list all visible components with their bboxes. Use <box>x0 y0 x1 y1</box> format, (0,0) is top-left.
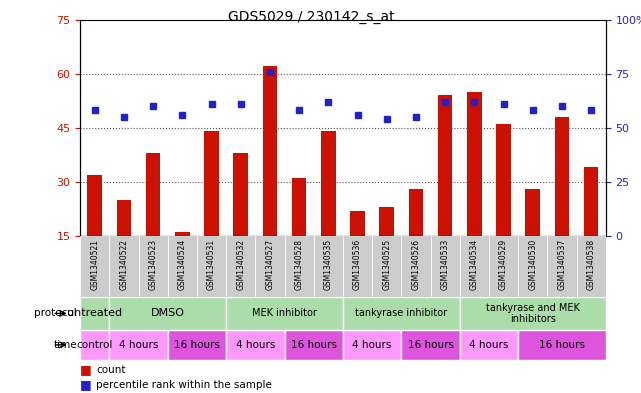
Bar <box>460 236 489 297</box>
Bar <box>401 330 460 360</box>
Bar <box>409 189 423 290</box>
Bar <box>467 92 481 290</box>
Bar <box>80 297 110 330</box>
Bar <box>526 189 540 290</box>
Text: count: count <box>96 365 126 375</box>
Text: untreated: untreated <box>67 309 122 318</box>
Bar <box>226 236 255 297</box>
Text: GSM1340521: GSM1340521 <box>90 239 99 290</box>
Text: GSM1340527: GSM1340527 <box>265 239 274 290</box>
Bar <box>343 297 460 330</box>
Bar <box>489 236 518 297</box>
Text: 16 hours: 16 hours <box>539 340 585 350</box>
Bar <box>343 236 372 297</box>
Bar <box>584 167 599 290</box>
Text: GSM1340532: GSM1340532 <box>237 239 246 290</box>
Text: GSM1340537: GSM1340537 <box>558 239 567 290</box>
Text: GSM1340526: GSM1340526 <box>412 239 420 290</box>
Text: GSM1340523: GSM1340523 <box>149 239 158 290</box>
Bar <box>146 153 160 290</box>
Bar <box>401 236 431 297</box>
Text: GSM1340535: GSM1340535 <box>324 239 333 290</box>
Text: tankyrase inhibitor: tankyrase inhibitor <box>355 309 447 318</box>
Bar <box>292 178 306 290</box>
Bar <box>372 236 401 297</box>
Bar <box>175 232 190 290</box>
Bar <box>350 211 365 290</box>
Bar <box>343 330 401 360</box>
Text: 4 hours: 4 hours <box>236 340 275 350</box>
Text: 16 hours: 16 hours <box>291 340 337 350</box>
Text: protocol: protocol <box>34 309 77 318</box>
Bar <box>379 207 394 290</box>
Bar <box>321 131 336 290</box>
Bar <box>576 236 606 297</box>
Text: GSM1340522: GSM1340522 <box>119 239 128 290</box>
Text: control: control <box>76 340 113 350</box>
Bar <box>233 153 248 290</box>
Bar <box>117 200 131 290</box>
Text: GSM1340528: GSM1340528 <box>295 239 304 290</box>
Text: GDS5029 / 230142_s_at: GDS5029 / 230142_s_at <box>228 10 394 24</box>
Bar <box>110 330 168 360</box>
Bar <box>518 236 547 297</box>
Bar <box>547 236 576 297</box>
Bar <box>460 297 606 330</box>
Text: 4 hours: 4 hours <box>119 340 158 350</box>
Bar <box>168 330 226 360</box>
Bar <box>313 236 343 297</box>
Text: GSM1340529: GSM1340529 <box>499 239 508 290</box>
Text: GSM1340536: GSM1340536 <box>353 239 362 290</box>
Text: percentile rank within the sample: percentile rank within the sample <box>96 380 272 389</box>
Text: GSM1340525: GSM1340525 <box>382 239 391 290</box>
Text: GSM1340534: GSM1340534 <box>470 239 479 290</box>
Bar <box>438 95 453 290</box>
Bar <box>518 330 606 360</box>
Text: DMSO: DMSO <box>151 309 185 318</box>
Text: GSM1340524: GSM1340524 <box>178 239 187 290</box>
Bar <box>460 330 518 360</box>
Bar <box>431 236 460 297</box>
Bar <box>204 131 219 290</box>
Bar <box>226 330 285 360</box>
Bar <box>168 236 197 297</box>
Text: 16 hours: 16 hours <box>174 340 220 350</box>
Bar <box>197 236 226 297</box>
Bar <box>263 66 278 290</box>
Text: time: time <box>53 340 77 350</box>
Bar <box>285 236 313 297</box>
Text: ■: ■ <box>80 363 92 376</box>
Text: ■: ■ <box>80 378 92 391</box>
Text: tankyrase and MEK
inhibitors: tankyrase and MEK inhibitors <box>486 303 579 324</box>
Bar <box>285 330 343 360</box>
Bar <box>138 236 168 297</box>
Bar <box>226 297 343 330</box>
Text: GSM1340533: GSM1340533 <box>440 239 449 290</box>
Text: GSM1340530: GSM1340530 <box>528 239 537 290</box>
Bar <box>554 117 569 290</box>
Text: 16 hours: 16 hours <box>408 340 454 350</box>
Bar <box>496 124 511 290</box>
Bar <box>87 174 102 290</box>
Text: GSM1340531: GSM1340531 <box>207 239 216 290</box>
Text: 4 hours: 4 hours <box>469 340 508 350</box>
Text: 4 hours: 4 hours <box>353 340 392 350</box>
Bar <box>80 330 110 360</box>
Bar <box>110 297 226 330</box>
Bar <box>80 236 110 297</box>
Text: MEK inhibitor: MEK inhibitor <box>252 309 317 318</box>
Text: GSM1340538: GSM1340538 <box>587 239 595 290</box>
Bar <box>110 236 138 297</box>
Bar <box>255 236 285 297</box>
